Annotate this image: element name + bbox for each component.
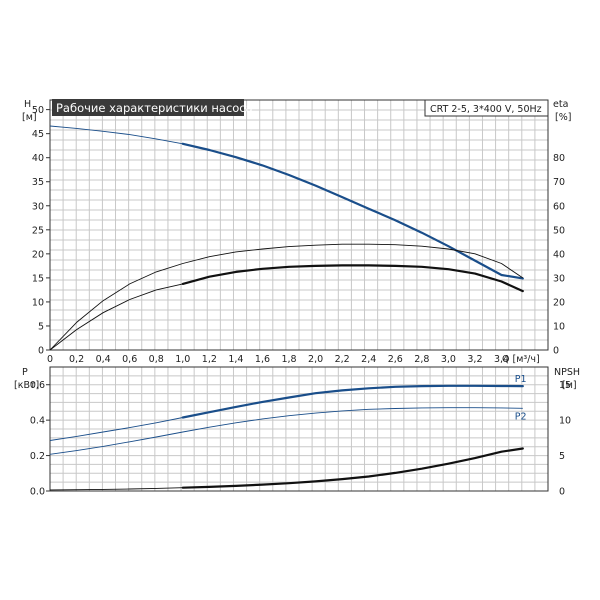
x-tick-label: 3,4 bbox=[494, 354, 509, 365]
y-right-tick-label: 60 bbox=[553, 201, 565, 212]
series-line-0 bbox=[181, 384, 524, 419]
y-left-label-h: H bbox=[24, 99, 31, 110]
p-tick-label: 0.4 bbox=[30, 416, 45, 427]
p-tick-label: 0.6 bbox=[30, 380, 45, 391]
x-tick-label: 2,6 bbox=[388, 354, 403, 365]
x-tick-label: 2,2 bbox=[335, 354, 350, 365]
y-left-tick-label: 15 bbox=[32, 273, 44, 284]
y-right-label-npsh: NPSH bbox=[554, 367, 580, 378]
x-tick-label: 2,8 bbox=[414, 354, 429, 365]
chart-title-box bbox=[52, 99, 244, 116]
y-left-tick-label: 5 bbox=[38, 321, 44, 332]
x-tick-label: 2,0 bbox=[308, 354, 323, 365]
x-tick-label: 3,2 bbox=[467, 354, 482, 365]
x-tick-label: 2,4 bbox=[361, 354, 376, 365]
lower-plot-frame bbox=[49, 366, 549, 492]
y-right-tick-label: 30 bbox=[553, 273, 565, 284]
y-left-tick-label: 10 bbox=[32, 297, 44, 308]
series-line-0 bbox=[181, 142, 524, 280]
power-npsh-panel: P [кВт] NPSH [м] 0.0 0.2 0.4 0.6 0 5 10 15 P1 P2 bbox=[14, 366, 580, 498]
upper-plot-frame bbox=[49, 99, 549, 351]
y-right-unit-percent: [%] bbox=[555, 112, 571, 123]
series-label-P2: P2 bbox=[515, 411, 527, 422]
x-tick-label: 0,6 bbox=[122, 354, 137, 365]
npsh-tick-label: 15 bbox=[559, 380, 571, 391]
p-tick-label: 0.0 bbox=[30, 487, 45, 498]
series-line-0-full bbox=[49, 125, 523, 279]
y-left-tick-label: 0 bbox=[38, 346, 44, 357]
series-line-1 bbox=[49, 407, 523, 455]
upper-grid bbox=[50, 100, 548, 350]
chart-title: Рабочие характеристики насоса bbox=[56, 101, 253, 115]
y-left-tick-label: 40 bbox=[32, 153, 44, 164]
y-right-tick-label: 10 bbox=[553, 321, 565, 332]
pump-info-box bbox=[424, 99, 549, 117]
npsh-tick-label: 5 bbox=[559, 451, 565, 462]
y-right-unit-m: [м] bbox=[562, 380, 577, 391]
y-left-tick-label: 20 bbox=[32, 249, 44, 260]
npsh-tick-label: 10 bbox=[559, 416, 571, 427]
upper-series bbox=[49, 125, 524, 351]
series-line-1 bbox=[49, 243, 524, 351]
series-label-P1: P1 bbox=[515, 374, 527, 385]
pump-info: CRT 2-5, 3*400 V, 50Hz bbox=[430, 104, 542, 115]
x-tick-label: 1,6 bbox=[255, 354, 270, 365]
y-right-tick-label: 80 bbox=[553, 153, 565, 164]
head-efficiency-panel: Рабочие характеристики насоса CRT 2-5, 3… bbox=[22, 99, 571, 365]
y-right-label-eta: eta bbox=[553, 99, 568, 110]
series-line-2 bbox=[181, 447, 524, 489]
x-tick-label: 1,2 bbox=[202, 354, 217, 365]
x-tick-label: 0,8 bbox=[149, 354, 164, 365]
y-left-label-p: P bbox=[22, 367, 28, 378]
x-tick-label: 0 bbox=[47, 354, 53, 365]
y-left-tick-label: 45 bbox=[32, 129, 44, 140]
x-tick-label: 1,4 bbox=[228, 354, 243, 365]
x-tick-label: 1,8 bbox=[281, 354, 296, 365]
y-left-tick-label: 35 bbox=[32, 177, 44, 188]
series-line-2-full bbox=[49, 264, 523, 351]
p-tick-label: 0.2 bbox=[30, 451, 45, 462]
y-right-tick-label: 50 bbox=[553, 225, 565, 236]
lower-ticks: 0.0 0.2 0.4 0.6 0 5 10 15 bbox=[30, 380, 571, 497]
x-axis-label: Q [м³/ч] bbox=[502, 354, 540, 365]
x-tick-label: 0,2 bbox=[69, 354, 84, 365]
x-tick-label: 0,4 bbox=[96, 354, 111, 365]
y-left-tick-label: 50 bbox=[32, 105, 44, 116]
npsh-tick-label: 0 bbox=[559, 487, 565, 498]
y-left-unit-m: [м] bbox=[22, 112, 37, 123]
y-right-tick-label: 70 bbox=[553, 177, 565, 188]
x-tick-label: 3,0 bbox=[441, 354, 456, 365]
series-line-2 bbox=[181, 264, 524, 293]
x-tick-label: 1,0 bbox=[175, 354, 190, 365]
lower-series: P1 P2 bbox=[49, 374, 527, 491]
y-left-unit-kw: [кВт] bbox=[14, 380, 39, 391]
y-right-tick-label: 20 bbox=[553, 297, 565, 308]
upper-ticks: 0 0,2 0,4 0,6 0,8 1,0 1,2 1,4 1,6 1,8 2,0 2,2 2,4 2,6… bbox=[32, 105, 565, 365]
y-right-tick-label: 0 bbox=[553, 346, 559, 357]
y-left-tick-label: 30 bbox=[32, 201, 44, 212]
y-right-tick-label: 40 bbox=[553, 249, 565, 260]
y-left-tick-label: 25 bbox=[32, 225, 44, 236]
